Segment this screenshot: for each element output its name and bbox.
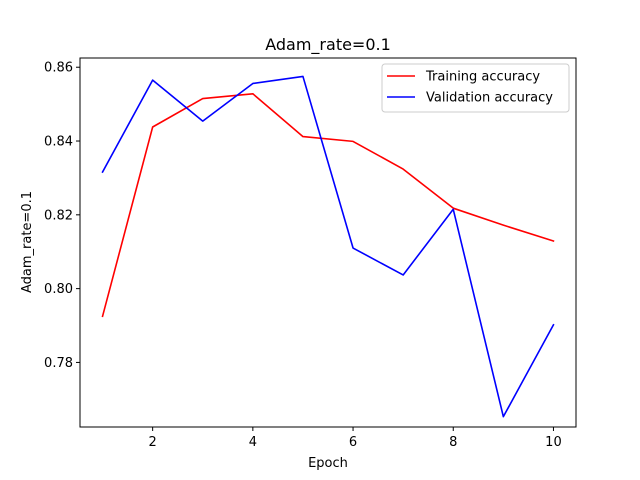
chart-title: Adam_rate=0.1 <box>265 35 391 55</box>
x-axis-label: Epoch <box>308 456 348 471</box>
legend-items: Training accuracy Validation accuracy <box>387 70 553 106</box>
x-tick-label: 8 <box>449 435 457 450</box>
plot-frame <box>79 57 577 428</box>
x-axis-ticks: 2 4 6 8 10 <box>149 427 562 450</box>
y-tick-label: 0.78 <box>44 356 73 371</box>
series-layer <box>101 75 555 418</box>
legend-label: Training accuracy <box>425 70 540 85</box>
x-tick-label: 2 <box>149 435 157 450</box>
y-tick-label: 0.82 <box>44 208 73 223</box>
y-tick-label: 0.84 <box>44 135 73 150</box>
legend-box <box>381 63 570 113</box>
y-tick-label: 0.86 <box>44 61 73 76</box>
legend: Training accuracy Validation accuracy <box>381 63 570 113</box>
x-tick-label: 6 <box>349 435 357 450</box>
x-tick-label: 10 <box>545 435 562 450</box>
y-axis-ticks: 0.78 0.80 0.82 0.84 0.86 <box>44 61 80 371</box>
y-tick-label: 0.80 <box>44 282 73 297</box>
legend-label: Validation accuracy <box>426 91 553 106</box>
y-axis-label: Adam_rate=0.1 <box>20 191 35 293</box>
x-tick-label: 4 <box>249 435 257 450</box>
series-line-training-accuracy <box>101 92 555 318</box>
series-line-validation-accuracy <box>101 75 555 418</box>
plot-area: 2 4 6 8 10 0.78 0.80 0.82 0.84 0.86 <box>44 57 577 450</box>
